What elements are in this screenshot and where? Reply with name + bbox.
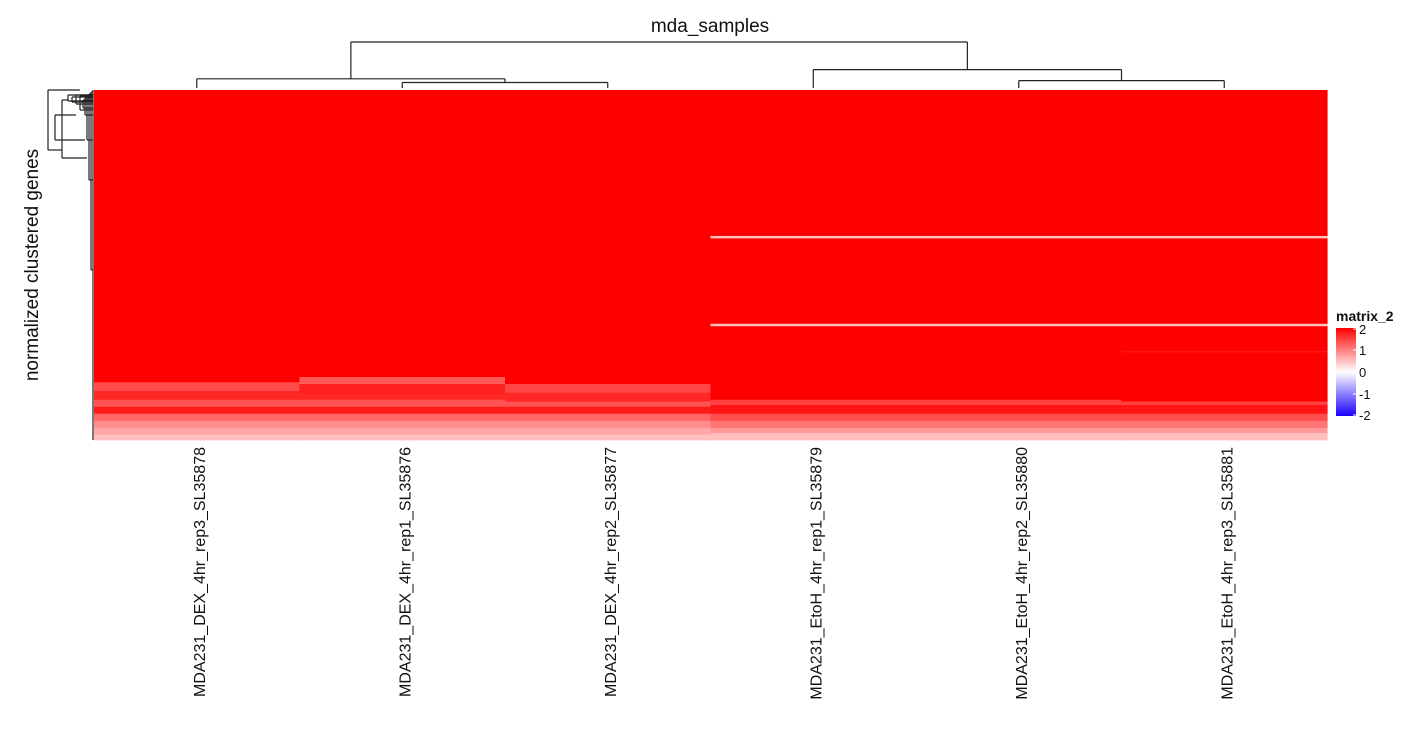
- heatmap-cell: [505, 384, 712, 394]
- heatmap-cell: [505, 392, 712, 402]
- heatmap-cell: [94, 406, 301, 415]
- heatmap-cell: [505, 90, 712, 385]
- heatmap-cell: [710, 323, 917, 327]
- heatmap-cell: [94, 434, 301, 441]
- heatmap-cell: [916, 420, 1123, 429]
- heatmap-cell: [1121, 326, 1328, 352]
- heatmap-cell: [916, 235, 1123, 239]
- heatmap-cell: [299, 427, 506, 436]
- heatmap-cell: [1121, 238, 1328, 325]
- heatmap-cell: [1121, 401, 1328, 406]
- heatmap-cell: [299, 420, 506, 429]
- heatmap-cell: [710, 238, 917, 325]
- heatmap-cell: [299, 384, 506, 395]
- heatmap-cell: [299, 413, 506, 422]
- heatmap-cell: [94, 420, 301, 429]
- column-label: MDA231_DEX_4hr_rep3_SL35878: [192, 447, 209, 697]
- heatmap-cell: [299, 399, 506, 408]
- heatmap-cell: [1121, 427, 1328, 434]
- heatmap-cell: [94, 413, 301, 422]
- heatmap-body: [94, 90, 1328, 441]
- heatmap-cell: [916, 238, 1123, 325]
- heatmap-cell: [94, 399, 301, 408]
- heatmap-cell: [1121, 235, 1328, 239]
- heatmap-cell: [94, 391, 301, 401]
- heatmap-cell: [916, 427, 1123, 434]
- heatmap-cell: [916, 433, 1123, 441]
- heatmap-cell: [1121, 405, 1328, 415]
- heatmap-cell: [94, 90, 301, 383]
- heatmap-cell: [710, 420, 917, 429]
- column-label: MDA231_EtoH_4hr_rep2_SL35880: [1014, 447, 1031, 700]
- legend-tick-label: -2: [1359, 408, 1371, 423]
- heatmap-cell: [505, 434, 712, 441]
- heatmap-cell: [916, 399, 1123, 406]
- row-dendrogram: [47, 89, 94, 440]
- heatmap-cell: [1121, 352, 1328, 402]
- heatmap-cell: [710, 326, 917, 401]
- heatmap-cell: [505, 420, 712, 429]
- heatmap-cell: [710, 427, 917, 434]
- heatmap-cell: [505, 413, 712, 422]
- chart-title: mda_samples: [651, 16, 769, 37]
- column-labels: MDA231_DEX_4hr_rep3_SL35878 MDA231_DEX_4h…: [192, 447, 1237, 700]
- heatmap-cell: [1121, 413, 1328, 422]
- heatmap-cell: [916, 413, 1123, 422]
- heatmap-cell: [94, 427, 301, 436]
- heatmap-cell: [710, 405, 917, 415]
- heatmap-cell: [94, 382, 301, 392]
- column-dendrogram: [196, 41, 1225, 88]
- heatmap-cell: [1121, 433, 1328, 441]
- heatmap-cell: [710, 235, 917, 239]
- heatmap-cell: [916, 90, 1123, 237]
- color-legend: matrix_2 2 1 0 -1 -2: [1336, 308, 1394, 423]
- heatmap-cell: [916, 326, 1123, 401]
- column-label: MDA231_EtoH_4hr_rep1_SL35879: [808, 447, 825, 700]
- legend-color-bar: [1336, 328, 1356, 416]
- legend-ticks: 2 1 0 -1 -2: [1353, 322, 1371, 423]
- heatmap-cell: [299, 434, 506, 441]
- legend-tick-label: -1: [1359, 387, 1371, 402]
- heatmap-cell: [710, 90, 917, 237]
- heatmap-cell: [710, 399, 917, 406]
- legend-tick-label: 2: [1359, 322, 1366, 337]
- column-label: MDA231_DEX_4hr_rep1_SL35876: [397, 447, 414, 697]
- column-label: MDA231_EtoH_4hr_rep3_SL35881: [1219, 447, 1236, 700]
- heatmap-cell: [1121, 350, 1328, 353]
- legend-title: matrix_2: [1336, 308, 1394, 324]
- heatmap-cell: [710, 433, 917, 441]
- heatmap-cell: [299, 406, 506, 415]
- heatmap-cell: [299, 377, 506, 385]
- legend-tick-label: 0: [1359, 365, 1366, 380]
- y-axis-label: normalized clustered genes: [22, 149, 43, 381]
- heatmap-cell: [1121, 420, 1328, 429]
- heatmap-cell: [1121, 323, 1328, 327]
- legend-tick-label: 1: [1359, 343, 1366, 358]
- heatmap-cell: [299, 90, 506, 378]
- heatmap-cell: [505, 427, 712, 436]
- heatmap-cell: [505, 401, 712, 408]
- heatmap-cell: [1121, 90, 1328, 237]
- heatmap-cell: [916, 405, 1123, 415]
- heatmap-cell: [505, 406, 712, 415]
- heatmap-cell: [710, 413, 917, 422]
- heatmap-cell: [299, 394, 506, 401]
- heatmap-cell: [916, 323, 1123, 327]
- column-label: MDA231_DEX_4hr_rep2_SL35877: [603, 447, 620, 697]
